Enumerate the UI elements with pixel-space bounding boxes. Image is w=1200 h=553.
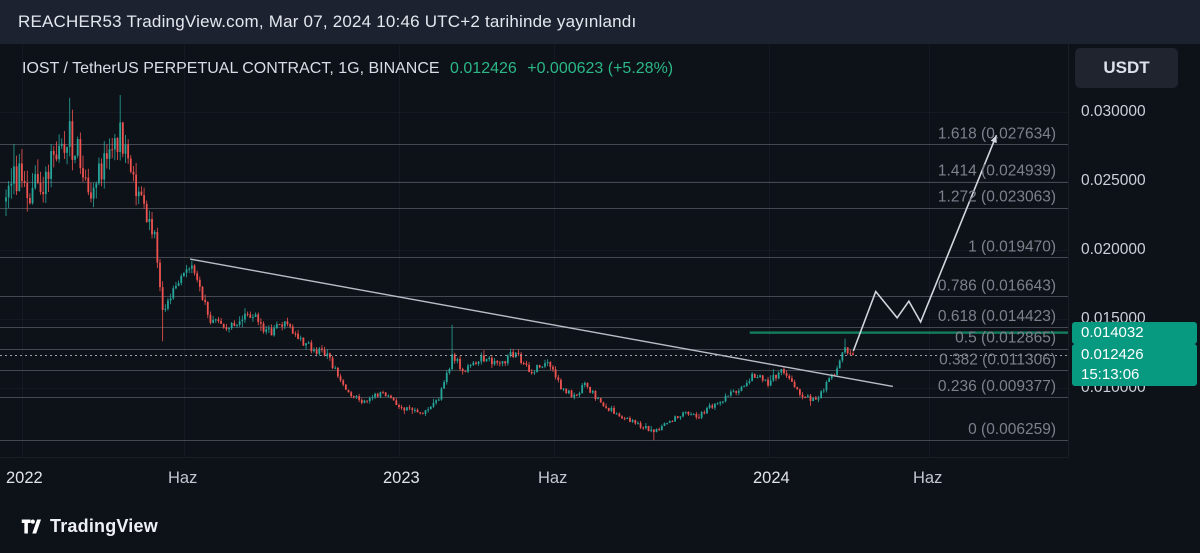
price-axis-label: 0.025000 <box>1081 171 1146 189</box>
candlestick-chart[interactable] <box>0 44 1068 457</box>
symbol-title: IOST / TetherUS PERPETUAL CONTRACT, 1G, … <box>22 60 440 77</box>
time-axis-label: 2022 <box>6 469 43 487</box>
legend-change: +0.000623 (+5.28%) <box>527 60 674 77</box>
ray-price-badge: 0.014032 <box>1072 321 1197 344</box>
footer-bar: TradingView <box>0 500 1200 553</box>
currency-toggle-button[interactable]: USDT <box>1075 48 1178 88</box>
legend-last-price: 0.012426 <box>450 60 517 77</box>
last-price-badge: 0.012426 15:13:06 <box>1072 343 1197 386</box>
time-axis-label: 2024 <box>753 469 790 487</box>
ray-price-value: 0.014032 <box>1081 323 1144 341</box>
time-axis[interactable]: 2022 Haz 2023 Haz 2024 Haz <box>0 457 1068 500</box>
publish-text: REACHER53 TradingView.com, Mar 07, 2024 … <box>18 12 637 31</box>
time-axis-label: Haz <box>168 469 198 487</box>
time-axis-label: Haz <box>538 469 568 487</box>
last-price-value: 0.012426 <box>1081 345 1144 363</box>
price-axis[interactable]: 0.014032 0.012426 15:13:06 0.030000 0.025… <box>1068 44 1200 457</box>
tradingview-logo-icon[interactable] <box>20 516 41 537</box>
tradingview-wordmark[interactable]: TradingView <box>50 516 158 536</box>
publish-bar: REACHER53 TradingView.com, Mar 07, 2024 … <box>0 0 1200 44</box>
chart-area: IOST / TetherUS PERPETUAL CONTRACT, 1G, … <box>0 44 1200 500</box>
time-axis-label: 2023 <box>383 469 420 487</box>
symbol-legend[interactable]: IOST / TetherUS PERPETUAL CONTRACT, 1G, … <box>22 60 673 78</box>
price-axis-label: 0.020000 <box>1081 241 1146 259</box>
time-axis-label: Haz <box>913 469 943 487</box>
price-axis-label: 0.030000 <box>1081 102 1146 120</box>
countdown-timer: 15:13:06 <box>1081 365 1140 383</box>
